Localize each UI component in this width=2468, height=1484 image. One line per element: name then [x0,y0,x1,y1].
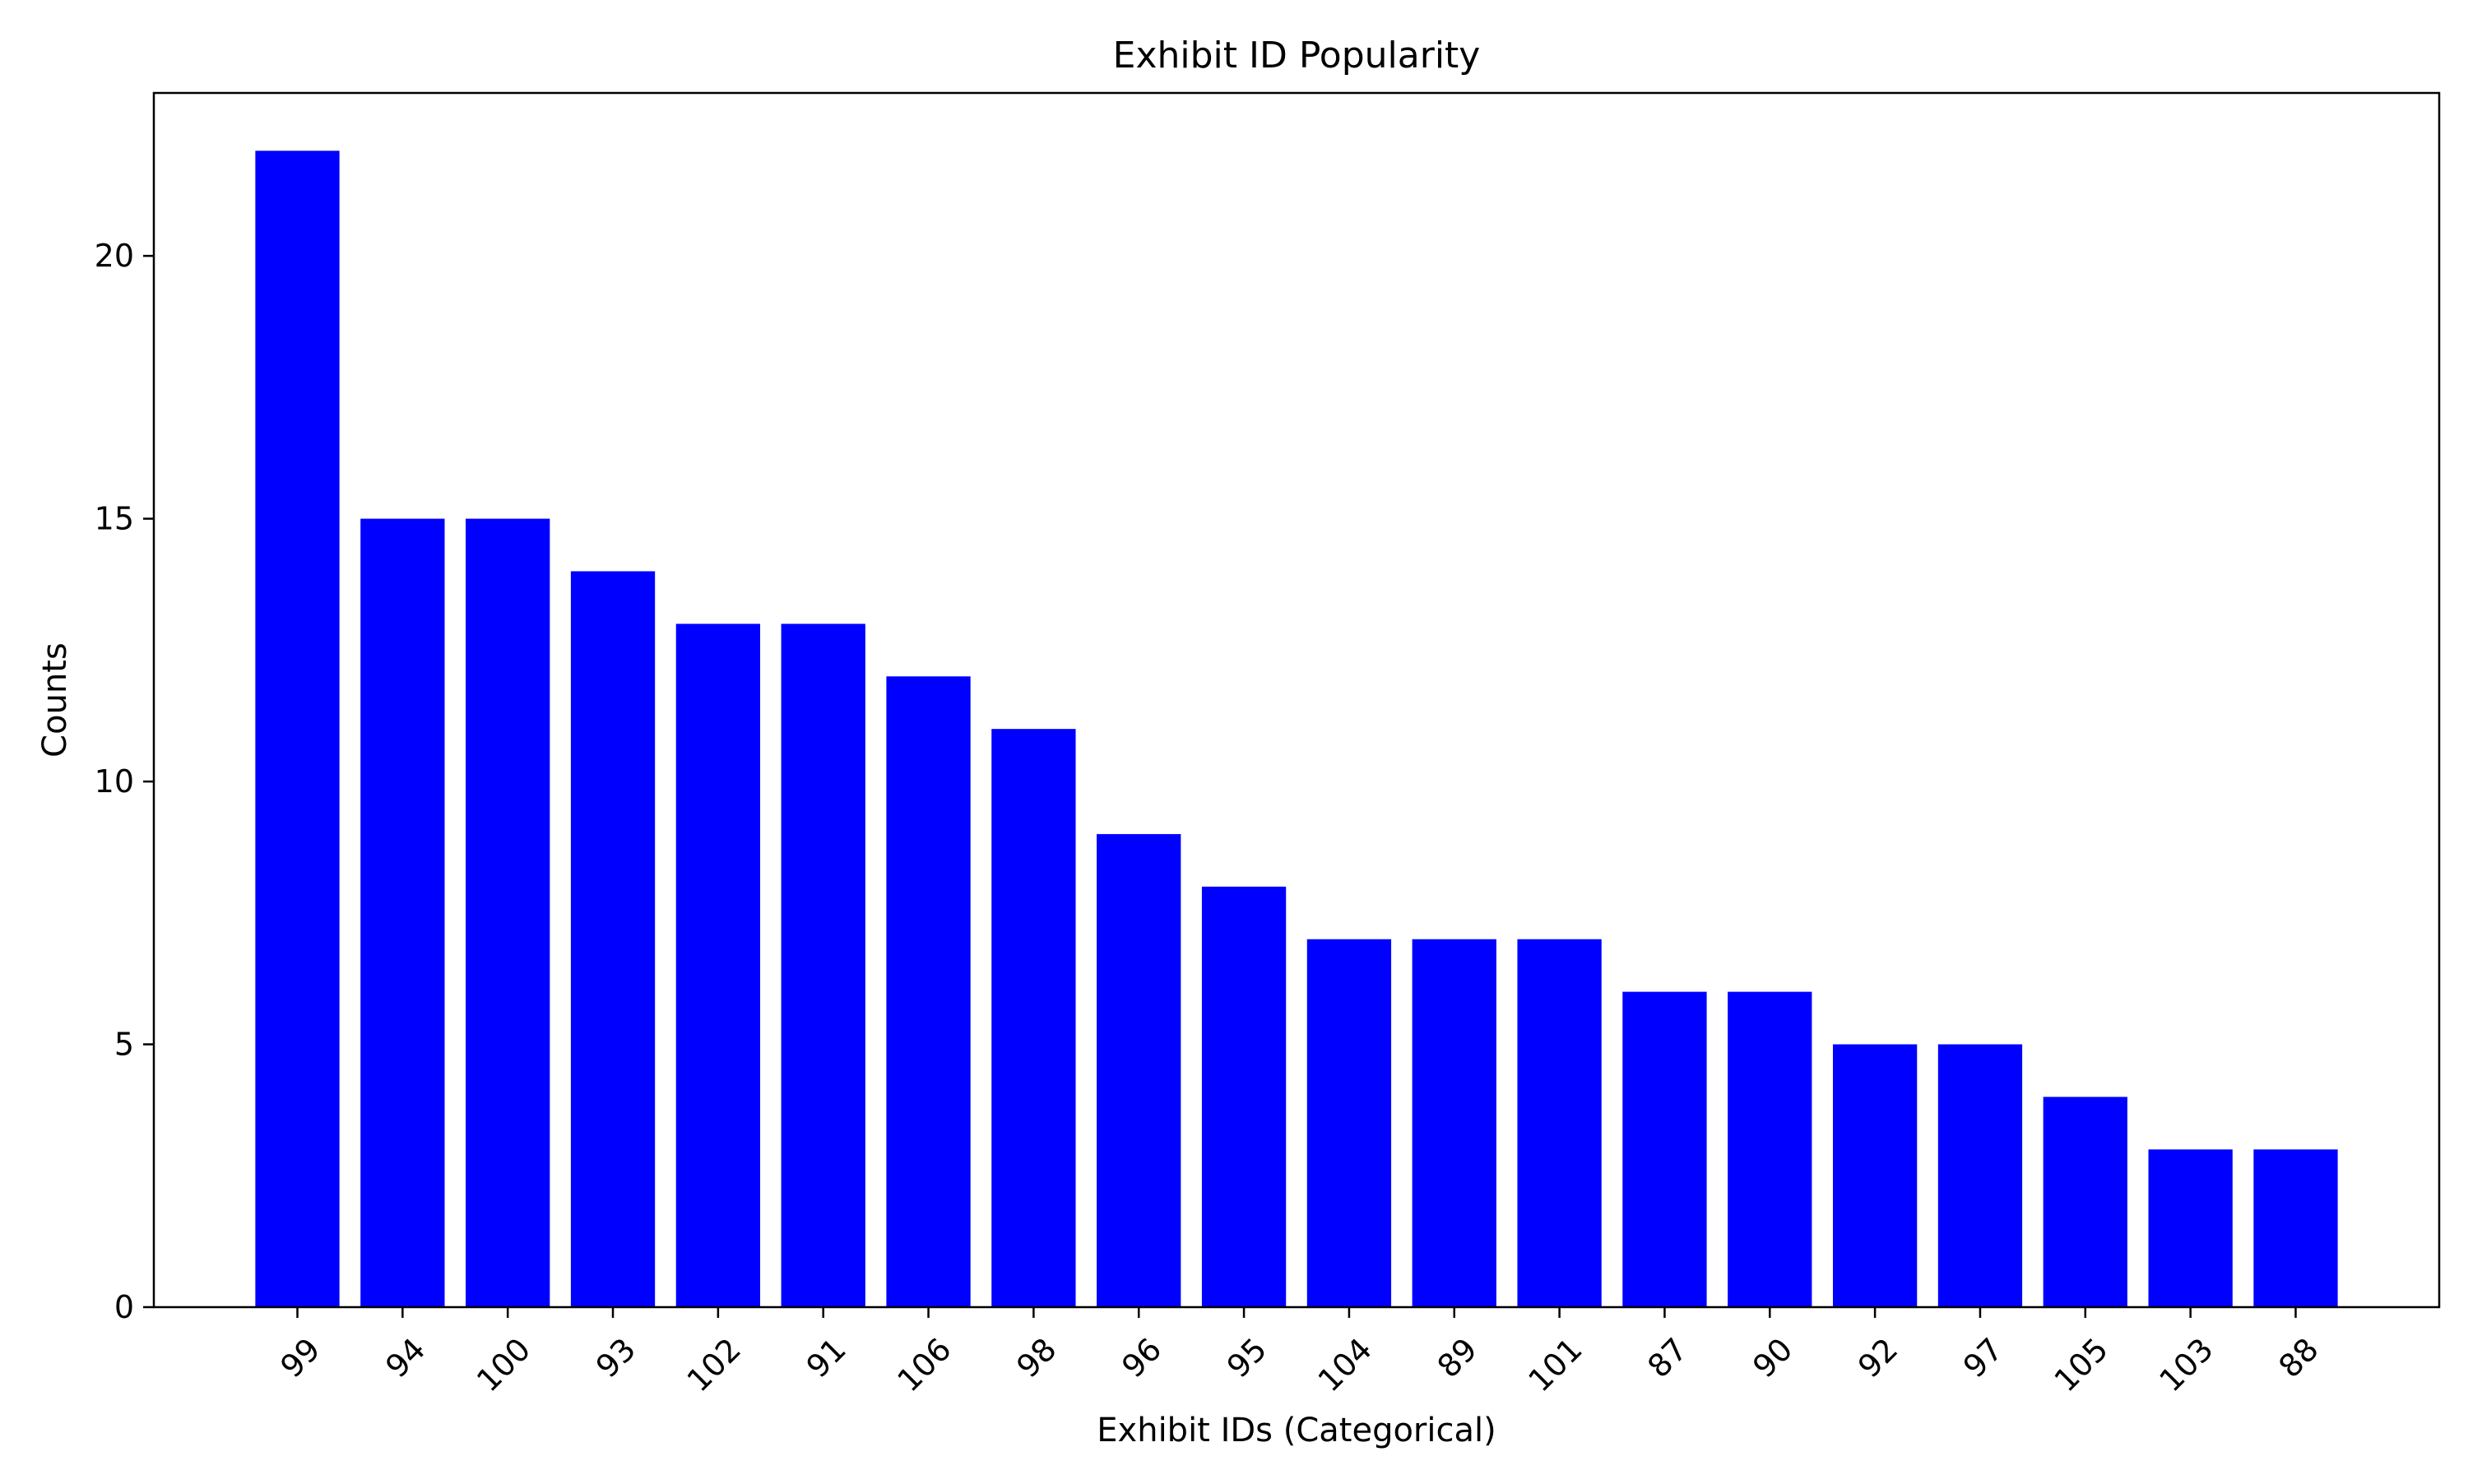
x-tick-label: 91 [800,1331,853,1384]
bar-98 [991,729,1076,1307]
x-tick-label: 99 [273,1331,327,1384]
x-tick-label: 100 [470,1331,537,1398]
y-tick-label: 0 [114,1289,134,1325]
x-axis-label: Exhibit IDs (Categorical) [1097,1412,1496,1449]
y-tick-label: 10 [95,763,134,800]
x-tick-label: 88 [2271,1331,2325,1384]
bar-101 [1517,939,1602,1307]
x-tick-label: 93 [589,1331,643,1384]
bar-100 [466,518,550,1307]
y-tick-label: 5 [114,1027,134,1063]
bar-93 [570,571,656,1307]
bar-89 [1412,939,1496,1307]
x-tick-label: 96 [1115,1331,1168,1384]
bar-97 [1937,1044,2023,1307]
x-tick-label: 104 [1311,1331,1379,1398]
y-axis: 0 5 10 15 20 [95,238,154,1325]
bar-92 [1832,1044,1918,1307]
bar-94 [360,518,445,1307]
y-tick-label: 20 [95,238,134,274]
x-tick-label: 92 [1851,1331,1904,1384]
bar-90 [1728,991,1812,1307]
bar-91 [781,624,865,1307]
x-tick-label: 94 [378,1331,432,1384]
bar-105 [2043,1097,2127,1307]
x-tick-label: 103 [2152,1331,2220,1398]
plot-frame [152,91,2441,1309]
bar-106 [886,676,971,1307]
x-axis: 99 94 100 93 102 91 106 98 96 95 104 89 101 87 90 92 97 1… [273,1307,2326,1398]
x-tick-label: 102 [680,1331,748,1398]
bar-99 [255,151,340,1307]
bar-103 [2148,1149,2233,1307]
bar-104 [1306,939,1392,1307]
bar-88 [2253,1149,2338,1307]
y-tick-label: 15 [95,501,134,537]
bars-layer [255,151,2338,1307]
y-axis-label: Counts [36,642,74,758]
bar-96 [1097,833,1181,1307]
x-tick-label: 87 [1640,1331,1694,1384]
x-tick-label: 90 [1746,1331,1799,1384]
x-tick-label: 105 [2048,1331,2115,1398]
bar-102 [675,624,761,1307]
x-tick-label: 106 [890,1331,958,1398]
chart-title: Exhibit ID Popularity [1113,35,1481,77]
bar-87 [1622,991,1707,1307]
x-tick-label: 98 [1009,1331,1063,1384]
x-tick-label: 95 [1220,1331,1273,1384]
x-tick-label: 97 [1956,1331,2010,1384]
x-tick-label: 101 [1521,1331,1589,1398]
x-tick-label: 89 [1431,1331,1484,1384]
bar-95 [1201,886,1287,1307]
